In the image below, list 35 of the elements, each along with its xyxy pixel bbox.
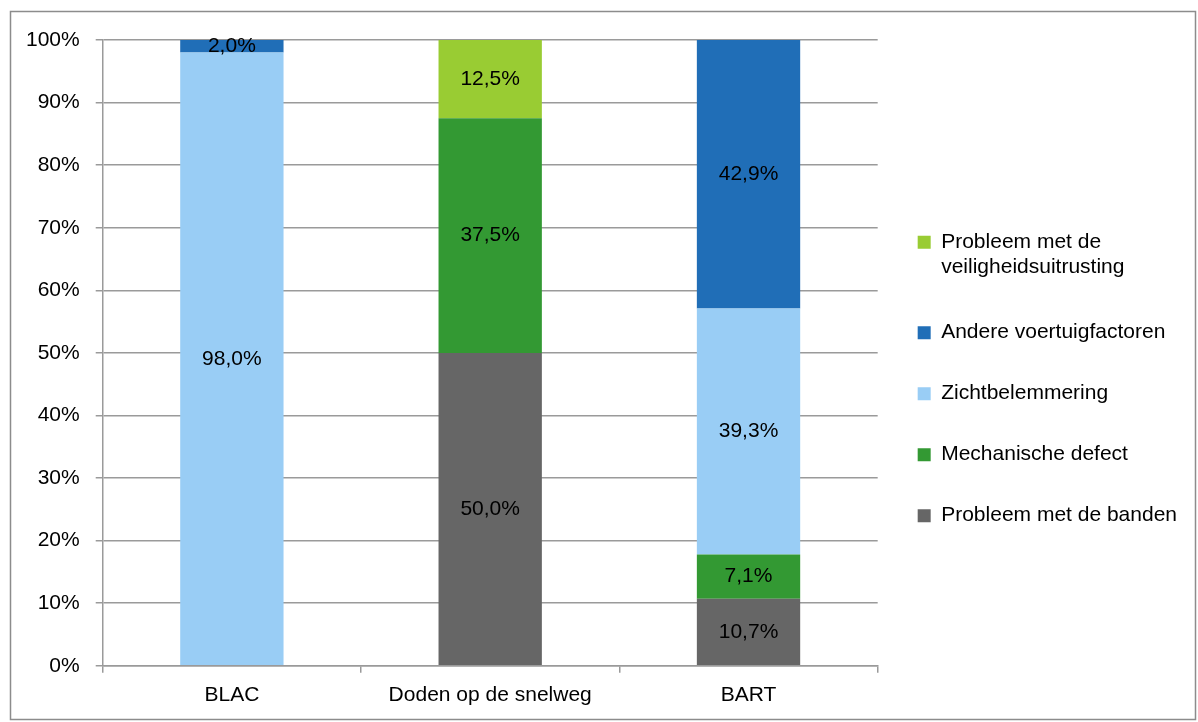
bar bbox=[696, 598, 801, 666]
x-tick-label: BART bbox=[720, 682, 777, 706]
y-tick-label: 60% bbox=[37, 277, 80, 301]
bar bbox=[438, 40, 542, 119]
y-tick-label: 30% bbox=[37, 464, 80, 488]
bar bbox=[696, 40, 801, 309]
data-label: 10,7% bbox=[718, 618, 779, 642]
data-label: 42,9% bbox=[718, 161, 779, 185]
legend-label: Probleem met de veiligheidsuitrusting bbox=[941, 229, 1125, 278]
x-tick-label: BLAC bbox=[204, 682, 260, 706]
data-label: 50,0% bbox=[460, 495, 520, 519]
legend-label: Andere voertuigfactoren bbox=[941, 319, 1166, 343]
data-label: 12,5% bbox=[460, 65, 520, 89]
data-label: 7,1% bbox=[724, 563, 773, 587]
y-tick-label: 40% bbox=[37, 402, 80, 426]
bar bbox=[696, 554, 801, 599]
legend-label: Zichtbelemmering bbox=[941, 380, 1109, 404]
data-label: 98,0% bbox=[202, 345, 262, 369]
data-label: 2,0% bbox=[207, 33, 256, 57]
bar bbox=[696, 308, 801, 555]
y-tick-label: 10% bbox=[37, 590, 80, 614]
y-tick-label: 100% bbox=[25, 26, 80, 50]
y-tick-label: 50% bbox=[37, 339, 80, 363]
y-tick-label: 20% bbox=[37, 527, 80, 551]
legend-label: Probleem met de banden bbox=[941, 502, 1178, 526]
y-tick-label: 0% bbox=[49, 652, 80, 676]
x-tick-label: Doden op de snelweg bbox=[388, 682, 592, 706]
y-tick-label: 90% bbox=[37, 89, 80, 113]
y-tick-label: 80% bbox=[37, 151, 80, 175]
data-label: 37,5% bbox=[460, 222, 520, 246]
legend-label: Mechanische defect bbox=[941, 441, 1129, 465]
bar bbox=[438, 352, 542, 666]
bar bbox=[438, 118, 542, 353]
y-tick-label: 70% bbox=[37, 214, 80, 238]
data-label: 39,3% bbox=[718, 418, 779, 442]
